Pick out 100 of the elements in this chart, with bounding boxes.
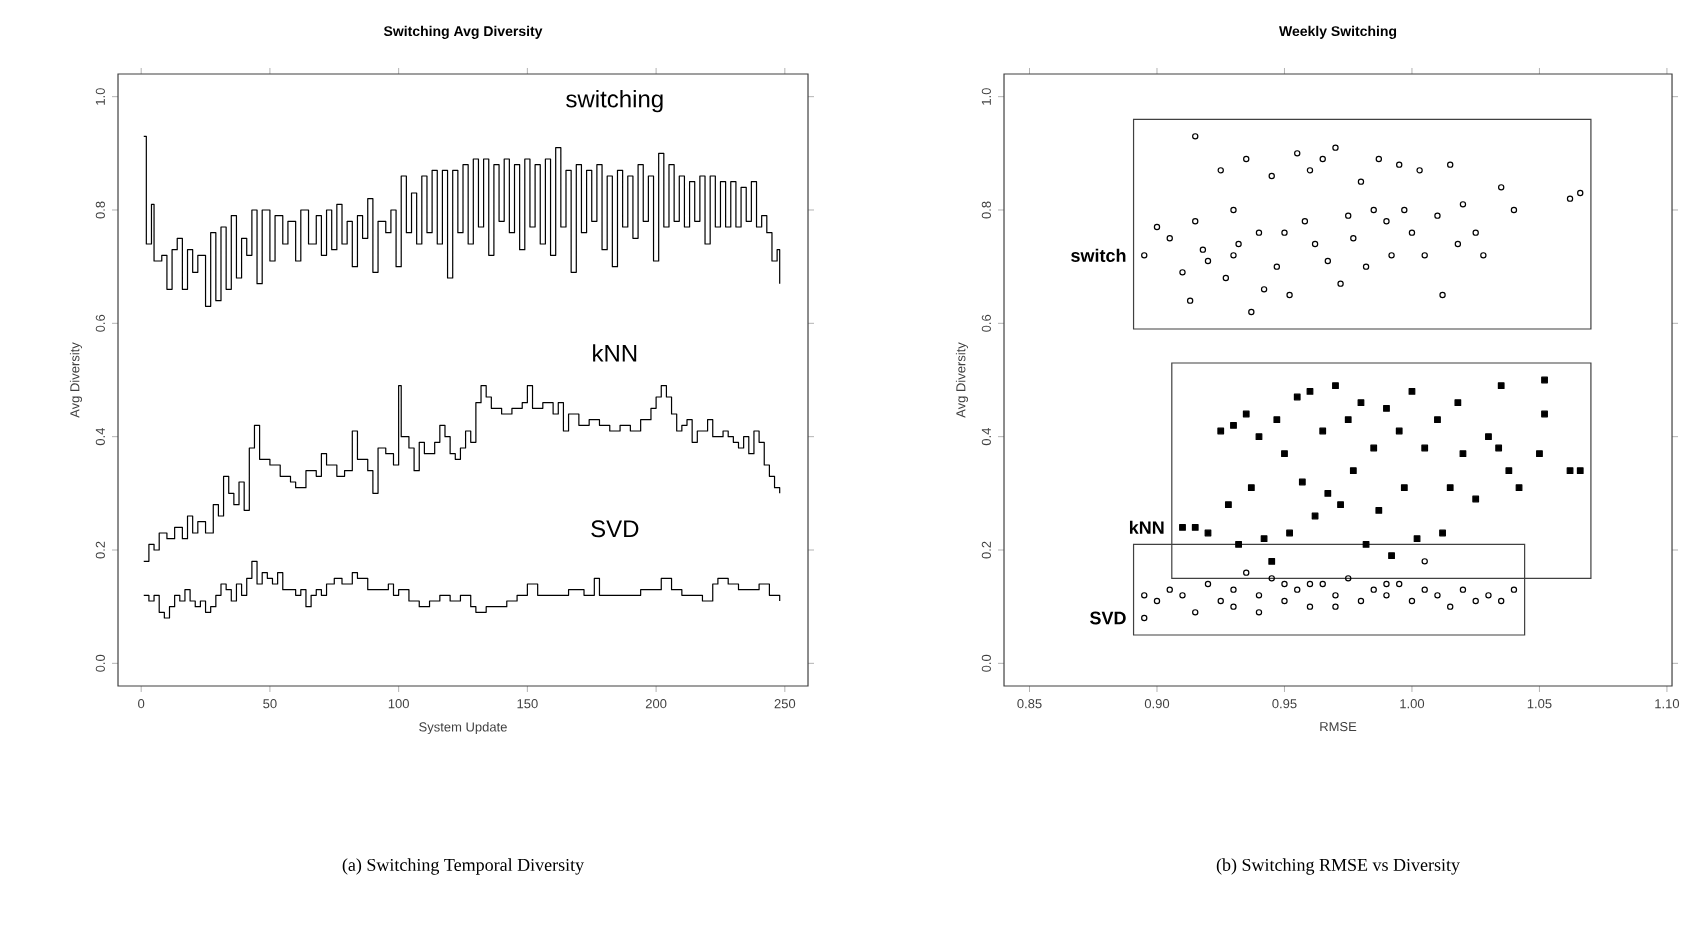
point xyxy=(1191,523,1199,531)
point xyxy=(1281,597,1288,605)
point xyxy=(1192,609,1199,616)
point xyxy=(1362,263,1370,270)
point xyxy=(1141,252,1148,259)
point xyxy=(1324,489,1332,497)
point xyxy=(1408,387,1416,395)
point xyxy=(1230,206,1237,214)
point xyxy=(1400,484,1408,492)
point xyxy=(1248,308,1255,316)
point xyxy=(1375,155,1383,163)
series-label: kNN xyxy=(1129,520,1164,534)
point xyxy=(1204,257,1212,265)
point xyxy=(1273,263,1281,270)
point xyxy=(1281,450,1288,458)
point xyxy=(1243,155,1250,163)
point xyxy=(1268,557,1276,565)
point xyxy=(1472,597,1479,605)
series-label: switch xyxy=(1071,248,1126,262)
series-label: SVD xyxy=(591,520,639,538)
point xyxy=(1566,467,1574,475)
point xyxy=(1281,229,1288,236)
point xyxy=(1298,478,1306,486)
point xyxy=(1459,586,1467,593)
point xyxy=(1293,393,1301,401)
point xyxy=(1472,495,1480,503)
point xyxy=(1497,382,1505,390)
point xyxy=(1396,580,1403,588)
point xyxy=(1141,614,1148,622)
point xyxy=(1294,150,1301,157)
point xyxy=(1485,592,1492,599)
point xyxy=(1396,161,1403,168)
point xyxy=(1344,416,1352,424)
point xyxy=(1388,552,1395,560)
point xyxy=(1434,592,1441,599)
point xyxy=(1408,229,1416,236)
point xyxy=(1301,218,1309,225)
point xyxy=(1243,569,1250,576)
point xyxy=(1235,540,1242,548)
point xyxy=(1306,167,1314,174)
point xyxy=(1383,404,1390,412)
point xyxy=(1273,416,1281,424)
point xyxy=(1332,603,1339,610)
point xyxy=(1510,586,1518,593)
point xyxy=(1153,597,1161,605)
point xyxy=(1306,603,1314,610)
point xyxy=(1179,592,1186,599)
point xyxy=(1222,274,1230,282)
series-label: switching xyxy=(566,89,663,113)
point xyxy=(1370,586,1377,593)
point xyxy=(1357,399,1365,407)
point xyxy=(1286,529,1293,537)
point xyxy=(1480,252,1487,259)
point xyxy=(1255,609,1263,616)
point xyxy=(1439,529,1446,537)
point xyxy=(1186,297,1194,304)
point xyxy=(1319,155,1326,163)
point xyxy=(1416,167,1423,174)
point xyxy=(1577,189,1584,197)
point xyxy=(1217,427,1225,435)
point xyxy=(1311,240,1319,248)
point xyxy=(1421,444,1429,452)
point xyxy=(1255,433,1263,441)
point xyxy=(1505,467,1513,475)
point xyxy=(1421,586,1428,593)
point xyxy=(1255,229,1263,236)
point xyxy=(1357,597,1365,605)
point xyxy=(1454,399,1462,407)
point xyxy=(1255,592,1263,599)
point xyxy=(1153,223,1161,231)
point xyxy=(1357,178,1365,185)
point xyxy=(1446,484,1454,492)
text: (a) Switching Temporal Diversity xyxy=(342,858,585,875)
point xyxy=(1408,597,1416,605)
point xyxy=(1332,382,1339,390)
point xyxy=(1311,512,1319,520)
point xyxy=(1306,580,1314,588)
point xyxy=(1541,410,1548,418)
point xyxy=(1230,421,1237,429)
point xyxy=(1247,484,1255,492)
point xyxy=(1192,218,1199,225)
point xyxy=(1166,586,1173,593)
point xyxy=(1395,427,1403,435)
point xyxy=(1350,235,1357,242)
point xyxy=(1495,444,1503,452)
point xyxy=(1370,206,1377,214)
point xyxy=(1204,580,1212,588)
point xyxy=(1268,172,1275,180)
point xyxy=(1413,535,1421,543)
point xyxy=(1434,416,1441,424)
point xyxy=(1345,212,1352,219)
point xyxy=(1515,484,1523,492)
point xyxy=(1332,592,1339,599)
point xyxy=(1472,229,1479,236)
point xyxy=(1349,467,1357,475)
series-label: kNN xyxy=(593,344,637,362)
point xyxy=(1319,580,1326,588)
point xyxy=(1510,206,1518,214)
point xyxy=(1260,286,1268,293)
point xyxy=(1217,597,1224,605)
